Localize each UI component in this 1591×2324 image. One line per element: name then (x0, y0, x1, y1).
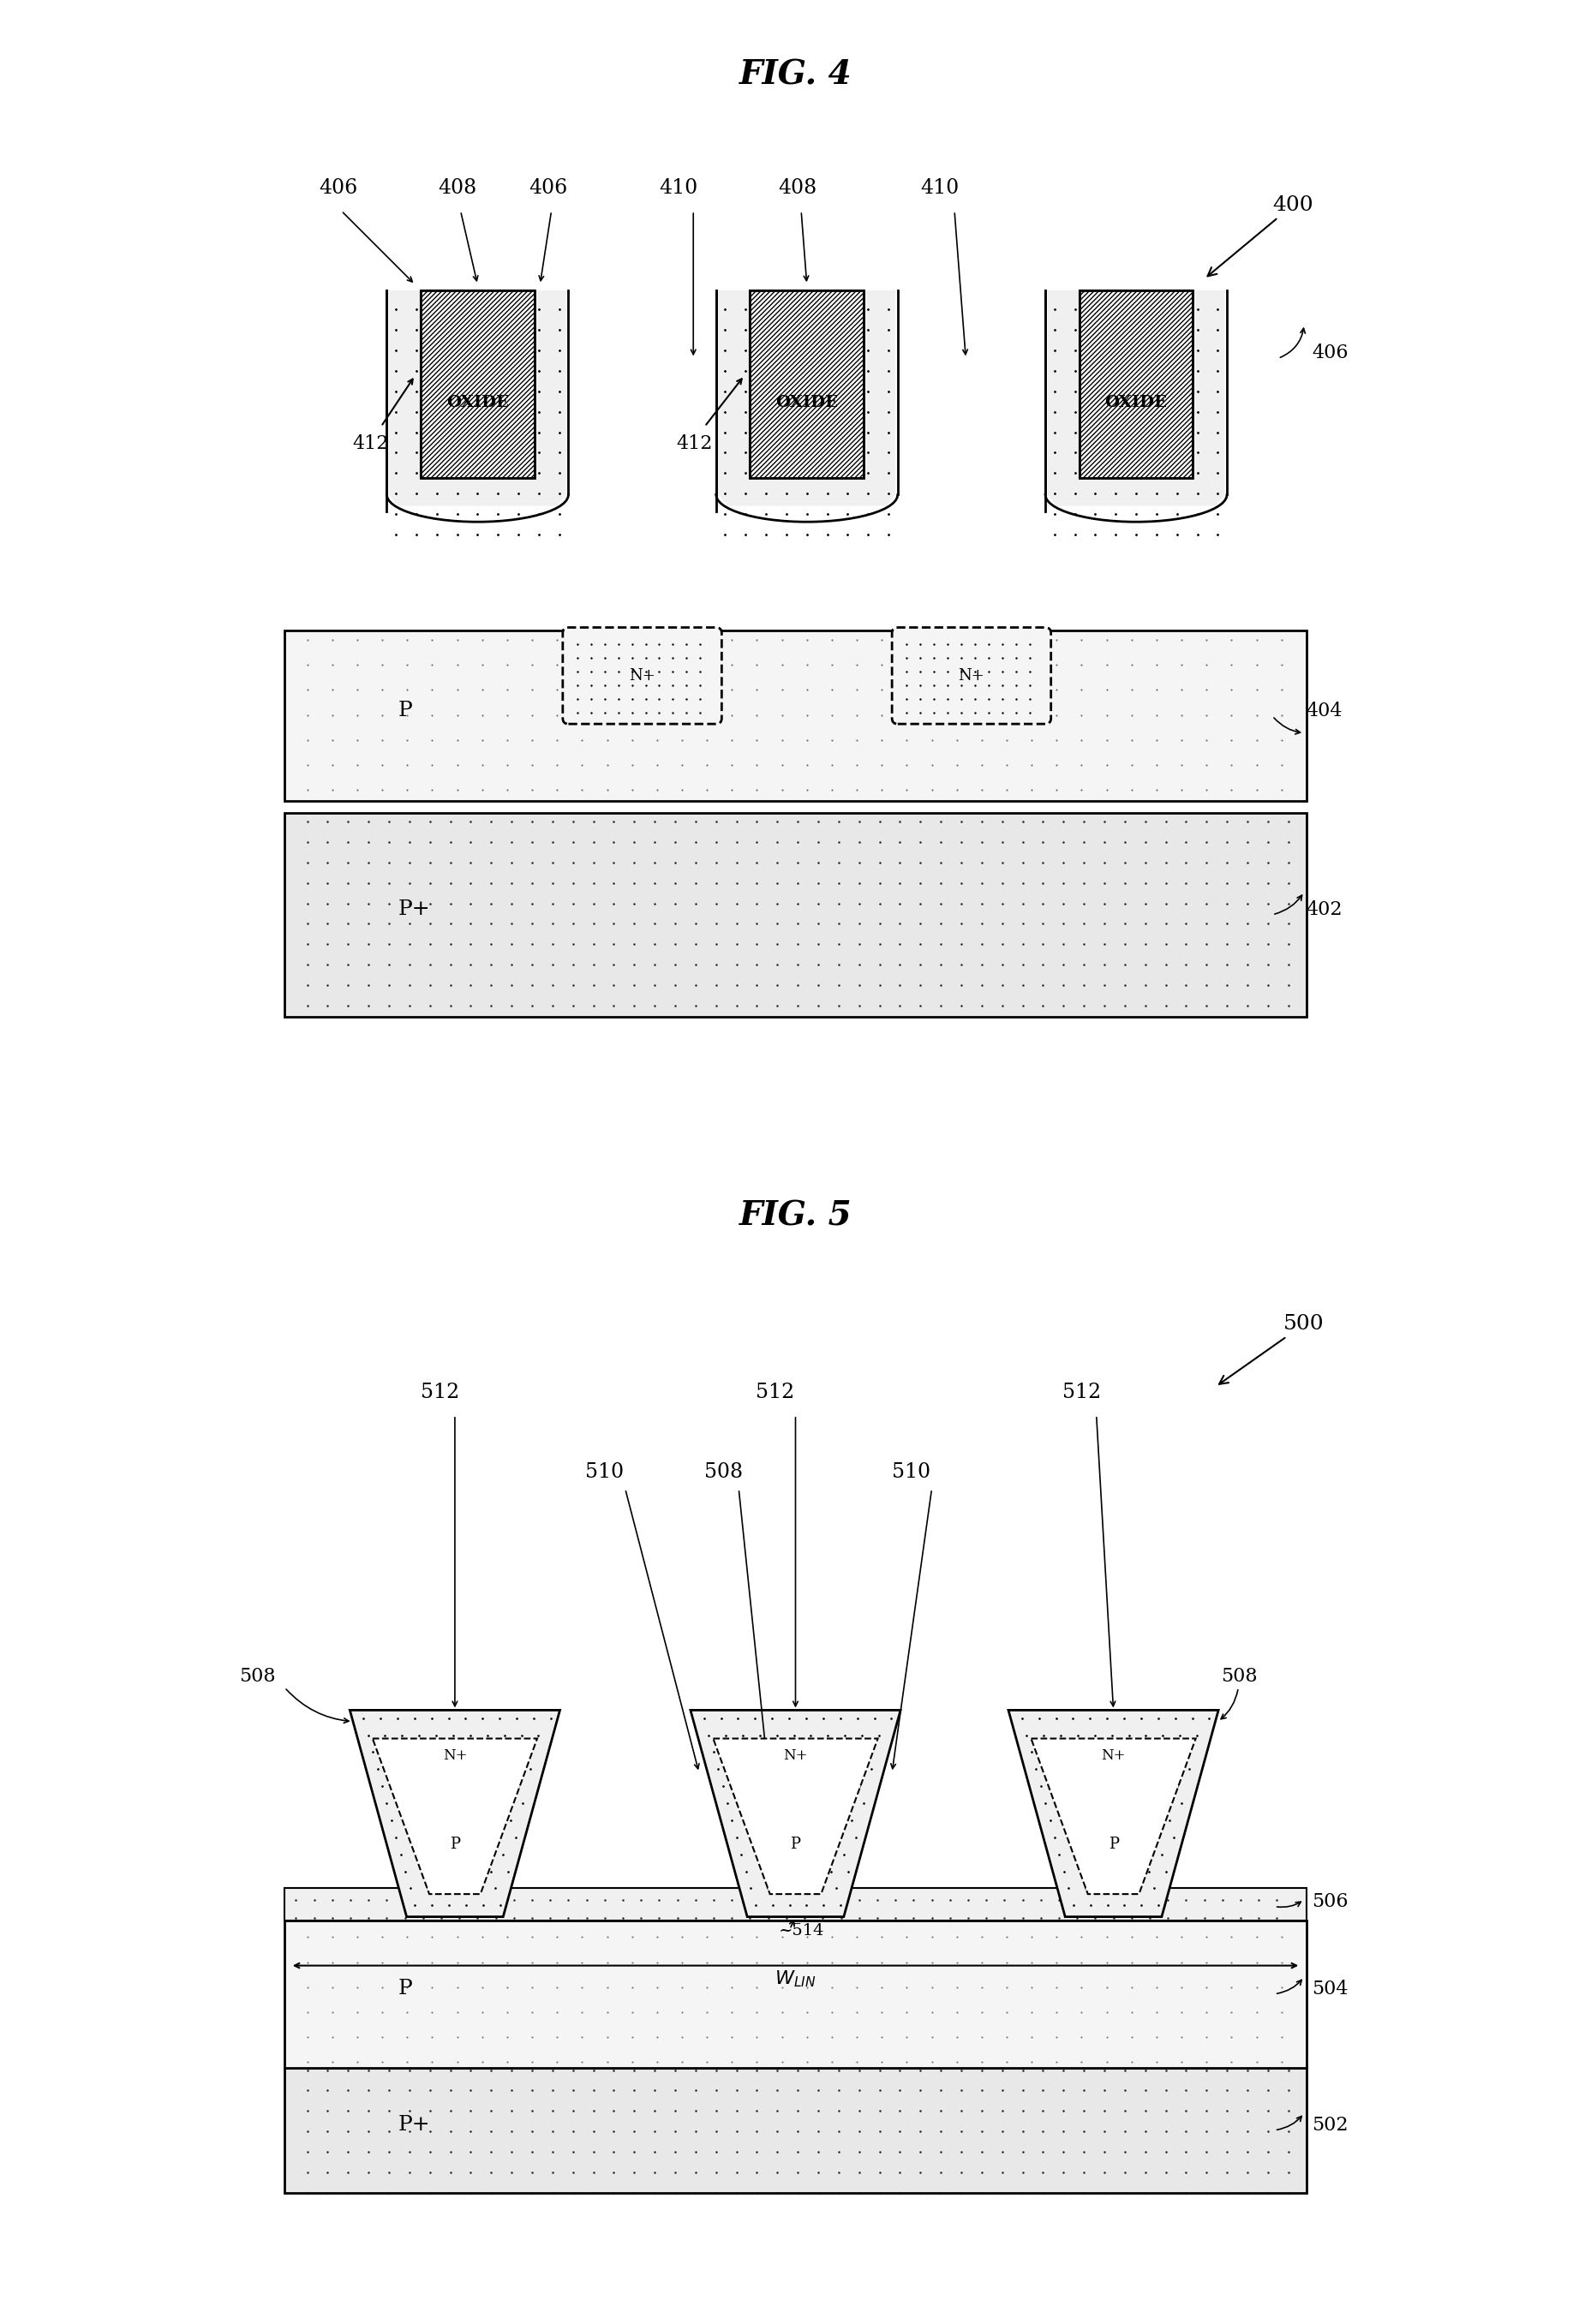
Text: P: P (398, 700, 412, 720)
Text: 508: 508 (705, 1462, 743, 1483)
Text: 500: 500 (1219, 1315, 1325, 1385)
Polygon shape (690, 1710, 901, 1917)
Text: OXIDE: OXIDE (447, 395, 509, 411)
Text: ~514: ~514 (778, 1922, 824, 1938)
Text: 504: 504 (1313, 1980, 1349, 1999)
Text: OXIDE: OXIDE (775, 395, 838, 411)
FancyBboxPatch shape (1079, 290, 1193, 479)
Text: P+: P+ (398, 899, 430, 918)
FancyBboxPatch shape (285, 813, 1306, 1018)
Text: P: P (1109, 1836, 1118, 1852)
FancyBboxPatch shape (749, 290, 864, 479)
Text: 408: 408 (778, 179, 818, 198)
Text: P+: P+ (398, 2115, 430, 2133)
Polygon shape (1031, 1738, 1196, 1894)
Text: N+: N+ (783, 1748, 808, 1764)
Text: 406: 406 (318, 179, 358, 198)
Polygon shape (718, 290, 896, 507)
Text: 404: 404 (1306, 702, 1343, 720)
Polygon shape (713, 1738, 878, 1894)
Text: 402: 402 (1306, 899, 1343, 918)
Text: 510: 510 (585, 1462, 624, 1483)
Polygon shape (390, 290, 566, 507)
Text: 410: 410 (921, 179, 959, 198)
Text: FIG. 4: FIG. 4 (740, 58, 851, 91)
Text: 510: 510 (893, 1462, 931, 1483)
Text: N+: N+ (958, 667, 985, 683)
Polygon shape (372, 1738, 538, 1894)
Text: P: P (450, 1836, 460, 1852)
Text: N+: N+ (1101, 1748, 1125, 1764)
Text: 512: 512 (756, 1383, 794, 1401)
Text: N+: N+ (628, 667, 655, 683)
Text: 412: 412 (353, 435, 388, 453)
Text: 406: 406 (528, 179, 568, 198)
Polygon shape (1009, 1710, 1219, 1917)
FancyBboxPatch shape (285, 1920, 1306, 2068)
Text: 508: 508 (1222, 1666, 1258, 1685)
Text: 512: 512 (420, 1383, 460, 1401)
Text: P: P (398, 1978, 412, 1999)
Text: 508: 508 (239, 1666, 275, 1685)
Text: 410: 410 (659, 179, 698, 198)
Text: $W_{LIN}$: $W_{LIN}$ (775, 1968, 816, 1989)
Text: OXIDE: OXIDE (1104, 395, 1168, 411)
FancyBboxPatch shape (563, 627, 722, 725)
Text: 506: 506 (1313, 1892, 1349, 1910)
FancyBboxPatch shape (285, 630, 1306, 802)
FancyBboxPatch shape (285, 1889, 1306, 1920)
Text: P: P (791, 1836, 800, 1852)
Text: 502: 502 (1313, 2115, 1349, 2133)
Text: 412: 412 (676, 435, 713, 453)
Text: 408: 408 (438, 179, 477, 198)
Text: 406: 406 (1313, 344, 1349, 363)
FancyBboxPatch shape (420, 290, 535, 479)
Text: FIG. 5: FIG. 5 (740, 1199, 851, 1232)
FancyBboxPatch shape (893, 627, 1052, 725)
Polygon shape (1047, 290, 1225, 507)
Text: 400: 400 (1208, 195, 1313, 277)
Polygon shape (350, 1710, 560, 1917)
FancyBboxPatch shape (285, 2068, 1306, 2192)
Text: 512: 512 (1063, 1383, 1101, 1401)
Text: N+: N+ (442, 1748, 468, 1764)
